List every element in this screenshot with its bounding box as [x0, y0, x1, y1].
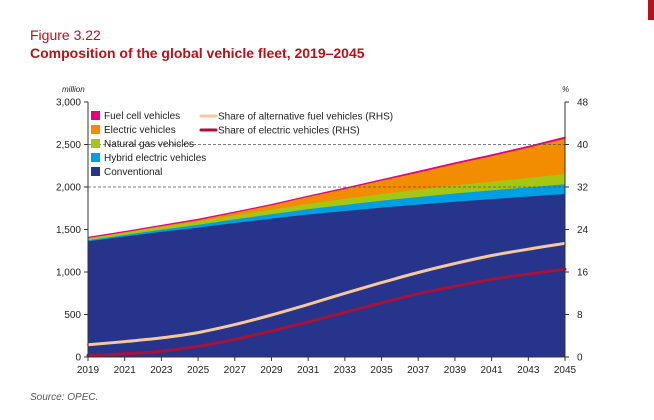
- right-axis-unit: %: [562, 85, 569, 94]
- left-tick-label: 500: [64, 310, 81, 321]
- right-tick-label: 24: [577, 225, 589, 236]
- right-tick-label: 40: [577, 140, 589, 151]
- x-tick-label: 2019: [77, 365, 100, 376]
- left-tick-label: 2,500: [56, 140, 81, 151]
- share-lines: [86, 241, 567, 357]
- left-tick-label: 1,000: [56, 268, 81, 279]
- gridlines: [88, 144, 565, 188]
- right-tick-label: 32: [577, 183, 589, 194]
- left-tick-label: 3,000: [56, 98, 81, 109]
- left-tick-label: 0: [75, 353, 81, 364]
- x-tick-label: 2025: [187, 365, 210, 376]
- line-share-of-alternative-fuel-vehicles: [86, 241, 567, 347]
- left-axis-unit: million: [62, 85, 85, 94]
- x-tick-label: 2027: [224, 365, 247, 376]
- line-share-of-electric-vehicles: [86, 267, 567, 357]
- left-tick-label: 2,000: [56, 183, 81, 194]
- legend-label-conventional: Conventional: [104, 167, 162, 178]
- right-tick-label: 16: [577, 268, 589, 279]
- x-tick-label: 2031: [297, 365, 320, 376]
- legend-label-share-of-electric-vehicles: Share of electric vehicles (RHS): [218, 126, 360, 137]
- legend-swatch-fuel-cell-vehicles: [91, 111, 100, 120]
- legend-label-fuel-cell-vehicles: Fuel cell vehicles: [104, 111, 180, 122]
- legend-label-electric-vehicles: Electric vehicles: [104, 125, 176, 136]
- x-tick-label: 2041: [480, 365, 503, 376]
- x-tick-label: 2045: [554, 365, 577, 376]
- area-conventional: [87, 193, 566, 358]
- legend-label-share-of-alternative-fuel-vehicles: Share of alternative fuel vehicles (RHS): [218, 112, 393, 123]
- right-tick-label: 48: [577, 98, 589, 109]
- x-tick-label: 2035: [370, 365, 393, 376]
- figure-label: Figure 3.22: [30, 27, 101, 43]
- x-tick-label: 2029: [260, 365, 283, 376]
- legend: Fuel cell vehicles Electric vehicles Natur…: [91, 111, 393, 178]
- legend-swatch-conventional: [91, 167, 100, 176]
- x-tick-label: 2033: [334, 365, 357, 376]
- right-tick-label: 8: [577, 310, 583, 321]
- legend-swatch-hybrid-electric-vehicles: [91, 153, 100, 162]
- left-tick-label: 1,500: [56, 225, 81, 236]
- stacked-areas: [87, 136, 566, 358]
- chart-title: Composition of the global vehicle fleet,…: [30, 45, 365, 61]
- x-tick-label: 2023: [150, 365, 173, 376]
- legend-swatch-electric-vehicles: [91, 125, 100, 134]
- x-tick-label: 2039: [444, 365, 467, 376]
- source-note: Source: OPEC.: [30, 392, 99, 403]
- legend-swatch-natural-gas-vehicles: [91, 139, 100, 148]
- right-tick-label: 0: [577, 353, 583, 364]
- corner-accent-bar: [648, 0, 654, 20]
- legend-label-hybrid-electric-vehicles: Hybrid electric vehicles: [104, 153, 206, 164]
- x-tick-label: 2021: [114, 365, 137, 376]
- x-tick-label: 2043: [517, 365, 540, 376]
- x-tick-label: 2037: [407, 365, 430, 376]
- axes: 0 500 1,000 1,500 2,000 2,500 3,000 0 8 16 24 32 40 4…: [56, 98, 589, 377]
- legend-label-natural-gas-vehicles: Natural gas vehicles: [104, 139, 194, 150]
